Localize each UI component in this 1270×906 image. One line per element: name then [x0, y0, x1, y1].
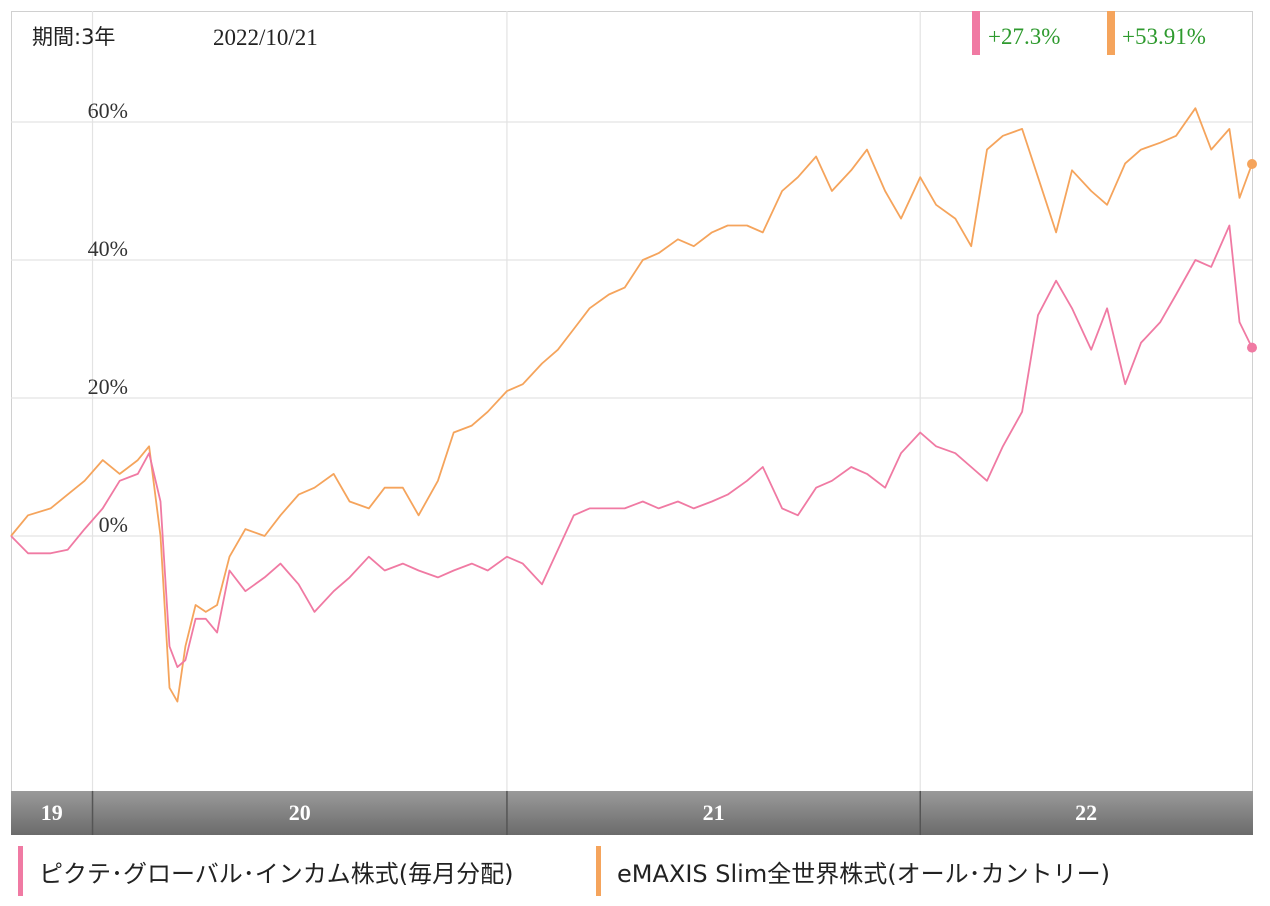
y-tick-label: 0% [99, 512, 128, 537]
end-label-swatch-0 [972, 11, 980, 55]
x-tick-label: 20 [289, 800, 311, 825]
horizontal-gridlines [11, 121, 1252, 537]
y-axis-labels: 60% 40% 20% 0% [88, 98, 128, 537]
series-end-point-0 [1247, 342, 1257, 353]
legend-label-pictet: ピクテ･グローバル･インカム株式(毎月分配) [39, 859, 514, 888]
legend-item-pictet: ピクテ･グローバル･インカム株式(毎月分配) [18, 846, 514, 896]
plot-frame [11, 11, 1253, 835]
y-tick-label: 40% [88, 236, 128, 261]
y-tick-label: 60% [88, 98, 128, 123]
series-group [10, 107, 1257, 703]
legend-swatch-pictet [18, 846, 23, 896]
date-label: 2022/10/21 [213, 25, 318, 50]
legend-swatch-emaxis [596, 846, 601, 896]
legend-item-emaxis: eMAXIS Slim全世界株式(オール･カントリー) [596, 846, 1110, 896]
x-axis-band [11, 791, 1253, 835]
end-value-label-1: +53.91% [1122, 24, 1206, 49]
series-line-0 [10, 224, 1253, 668]
series-end-point-1 [1247, 159, 1257, 170]
end-value-label-0: +27.3% [988, 24, 1060, 49]
end-label-swatch-1 [1107, 11, 1115, 55]
series-line-1 [10, 107, 1253, 703]
x-axis: 19 20 21 22 [41, 791, 1097, 835]
x-tick-label: 22 [1075, 800, 1097, 825]
period-label: 期間:3年 [32, 25, 115, 49]
end-value-labels: +27.3% +53.91% [972, 11, 1206, 55]
performance-chart: 60% 40% 20% 0% 期間:3年 2022/10/21 +27.3% +53.9… [10, 11, 1257, 835]
x-tick-label: 21 [703, 800, 725, 825]
legend-label-emaxis: eMAXIS Slim全世界株式(オール･カントリー) [617, 859, 1110, 888]
legend: ピクテ･グローバル･インカム株式(毎月分配) eMAXIS Slim全世界株式(… [0, 838, 1270, 906]
y-tick-label: 20% [88, 374, 128, 399]
x-tick-label: 19 [41, 800, 63, 825]
vertical-gridlines [91, 11, 921, 791]
